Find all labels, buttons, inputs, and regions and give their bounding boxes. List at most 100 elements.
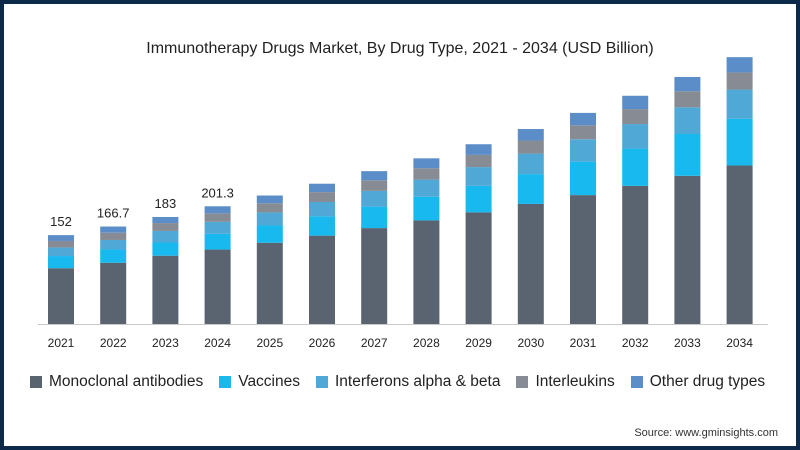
source-note: Source: www.gminsights.com xyxy=(634,427,778,439)
bar-2031-series-0 xyxy=(570,195,596,324)
bar-2030-series-0 xyxy=(517,203,544,324)
x-tick-label-2027: 2027 xyxy=(361,336,388,350)
legend-swatch-1 xyxy=(219,376,232,388)
legend-swatch-2 xyxy=(316,376,328,388)
x-tick-label-2028: 2028 xyxy=(413,336,440,350)
bar-2023-series-4 xyxy=(152,216,179,224)
bar-2023-series-3 xyxy=(152,223,179,231)
bar-2031-series-1 xyxy=(570,161,596,196)
bar-2022-series-4 xyxy=(100,226,127,233)
bar-2032-series-4 xyxy=(622,95,649,110)
x-tick-label-2031: 2031 xyxy=(570,336,597,350)
legend-swatch-4 xyxy=(630,376,643,388)
x-tick-label-2025: 2025 xyxy=(256,336,283,350)
legend-item-3: Interleukins xyxy=(516,373,615,391)
bar-2029-series-0 xyxy=(465,212,492,324)
data-label-2022: 166.7 xyxy=(97,206,130,221)
bar-2027-series-4 xyxy=(361,171,388,181)
x-tick-label-2021: 2021 xyxy=(48,336,75,350)
bar-2023-series-1 xyxy=(152,242,179,256)
bar-2029-series-4 xyxy=(465,144,492,155)
bar-2021-series-4 xyxy=(48,235,74,241)
legend-item-0: Monoclonal antibodies xyxy=(30,373,203,391)
data-label-2021: 152 xyxy=(50,214,72,229)
bar-2025-series-2 xyxy=(256,212,283,226)
bar-2024-series-2 xyxy=(204,221,231,234)
bar-2032-series-3 xyxy=(622,109,649,125)
data-label-2023: 183 xyxy=(155,196,177,211)
bar-2033-series-1 xyxy=(674,134,701,176)
bar-2032-series-1 xyxy=(622,148,649,186)
x-tick-label-2024: 2024 xyxy=(204,336,231,350)
legend-label-1: Vaccines xyxy=(238,373,300,390)
data-label-2024: 201.3 xyxy=(201,185,234,200)
bar-2034-series-2 xyxy=(726,89,753,119)
bar-2026-series-4 xyxy=(309,183,335,193)
bar-2028-series-0 xyxy=(413,220,440,324)
bar-2021-series-2 xyxy=(48,247,74,257)
bar-2034-series-1 xyxy=(726,118,753,166)
bar-2026-series-2 xyxy=(309,202,335,217)
bar-2034-series-4 xyxy=(726,57,753,73)
bar-2033-series-4 xyxy=(674,76,701,92)
bar-2025-series-0 xyxy=(256,242,283,324)
bar-2022-series-1 xyxy=(100,249,127,263)
legend-item-1: Vaccines xyxy=(219,373,300,391)
bar-2032-series-2 xyxy=(622,124,649,149)
x-tick-label-2029: 2029 xyxy=(465,336,492,350)
bar-2028-series-3 xyxy=(413,168,440,180)
bar-2029-series-2 xyxy=(465,167,492,186)
bar-2027-series-2 xyxy=(361,190,388,207)
bar-2027-series-3 xyxy=(361,180,388,191)
bar-2033-series-2 xyxy=(674,107,701,134)
legend: Monoclonal antibodies Vaccines Interferons… xyxy=(30,370,790,394)
x-tick-label-2022: 2022 xyxy=(100,336,127,350)
legend-item-4: Other drug types xyxy=(630,373,765,391)
bar-2024-series-4 xyxy=(204,206,231,214)
bar-2030-series-1 xyxy=(517,174,544,204)
bar-2031-series-2 xyxy=(570,139,596,162)
bar-2033-series-3 xyxy=(674,91,701,108)
x-tick-label-2034: 2034 xyxy=(726,336,753,350)
bar-2024-series-0 xyxy=(204,249,231,324)
bar-2031-series-3 xyxy=(570,125,596,140)
bar-2027-series-1 xyxy=(361,206,388,229)
bar-2023-series-2 xyxy=(152,230,179,243)
x-tick-label-2030: 2030 xyxy=(517,336,544,350)
bar-2027-series-0 xyxy=(361,228,388,324)
legend-label-3: Interleukins xyxy=(535,373,615,390)
bar-2028-series-4 xyxy=(413,158,440,169)
x-tick-label-2023: 2023 xyxy=(152,336,179,350)
bar-2025-series-3 xyxy=(256,203,283,213)
legend-label-0: Monoclonal antibodies xyxy=(49,373,204,390)
bar-2025-series-1 xyxy=(256,225,283,243)
legend-swatch-0 xyxy=(30,376,42,388)
bar-2028-series-2 xyxy=(413,179,440,197)
x-tick-labels: 2021 2022 2023 2024 2025 2026 2027 2028 2029 2030… xyxy=(48,336,754,350)
bar-2029-series-3 xyxy=(465,154,492,168)
chart-title: Immunotherapy Drugs Market, By Drug Type… xyxy=(146,40,654,57)
bar-2024-series-1 xyxy=(204,233,231,250)
bar-2033-series-0 xyxy=(674,175,701,324)
bar-2021-series-0 xyxy=(48,268,74,324)
bar-2025-series-4 xyxy=(256,195,283,204)
bar-2026-series-3 xyxy=(309,192,335,203)
bar-2023-series-0 xyxy=(152,255,179,324)
bar-2030-series-2 xyxy=(517,153,544,175)
x-tick-label-2033: 2033 xyxy=(674,336,701,350)
bar-2022-series-3 xyxy=(100,232,127,240)
x-tick-label-2032: 2032 xyxy=(622,336,649,350)
bar-2030-series-3 xyxy=(517,140,544,154)
bar-2029-series-1 xyxy=(465,185,492,213)
data-labels: 152 166.7 183 201.3 xyxy=(50,185,234,229)
legend-label-2: Interferons alpha & beta xyxy=(335,373,501,390)
bar-2024-series-3 xyxy=(204,213,231,222)
bar-2022-series-2 xyxy=(100,239,127,250)
bar-2031-series-4 xyxy=(570,112,596,126)
x-tick-label-2026: 2026 xyxy=(309,336,336,350)
bar-2034-series-3 xyxy=(726,72,753,90)
bar-2034-series-0 xyxy=(726,165,753,324)
bar-2021-series-1 xyxy=(48,256,74,269)
bar-2021-series-3 xyxy=(48,240,74,248)
